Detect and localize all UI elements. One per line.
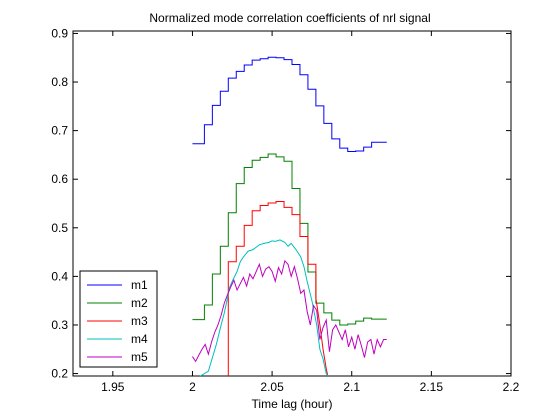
x-tick-label: 2.1 bbox=[343, 380, 360, 394]
legend-box bbox=[79, 270, 158, 368]
legend-label-m3: m3 bbox=[131, 314, 148, 328]
x-tick-label: 2.2 bbox=[503, 380, 520, 394]
x-tick-label: 2 bbox=[189, 380, 196, 394]
series-layer bbox=[192, 56, 387, 376]
y-tick-label: 0.9 bbox=[51, 26, 68, 40]
y-tick-label: 0.2 bbox=[51, 367, 68, 381]
legend: m1 m2 m3 m4 m5 bbox=[79, 270, 158, 368]
axes-layer: 1.95 2 2.05 2.1 2.15 2.2 0.2 0.3 0.4 0.5 0.6 0.7 0.8… bbox=[51, 26, 519, 394]
y-tick-label: 0.7 bbox=[51, 124, 68, 138]
series-line-m1 bbox=[192, 56, 387, 153]
y-tick-label: 0.3 bbox=[51, 318, 68, 332]
chart-title: Normalized mode correlation coefficients… bbox=[149, 11, 430, 25]
legend-label-m4: m4 bbox=[131, 332, 148, 346]
y-tick-label: 0.4 bbox=[51, 269, 68, 283]
legend-label-m2: m2 bbox=[131, 296, 148, 310]
series-line-m2 bbox=[192, 153, 387, 326]
y-tick-label: 0.8 bbox=[51, 75, 68, 89]
series-line-m4 bbox=[199, 239, 329, 376]
legend-items: m1 m2 m3 m4 m5 bbox=[87, 278, 148, 364]
legend-label-m5: m5 bbox=[131, 350, 148, 364]
x-tick-label: 1.95 bbox=[101, 380, 125, 394]
x-tick-label: 2.05 bbox=[260, 380, 284, 394]
legend-label-m1: m1 bbox=[131, 278, 148, 292]
y-tick-label: 0.5 bbox=[51, 221, 68, 235]
x-tick-label: 2.15 bbox=[420, 380, 444, 394]
x-axis-label: Time lag (hour) bbox=[252, 397, 333, 411]
y-tick-label: 0.6 bbox=[51, 172, 68, 186]
series-line-m3 bbox=[227, 201, 329, 376]
series-line-m5 bbox=[192, 259, 387, 363]
